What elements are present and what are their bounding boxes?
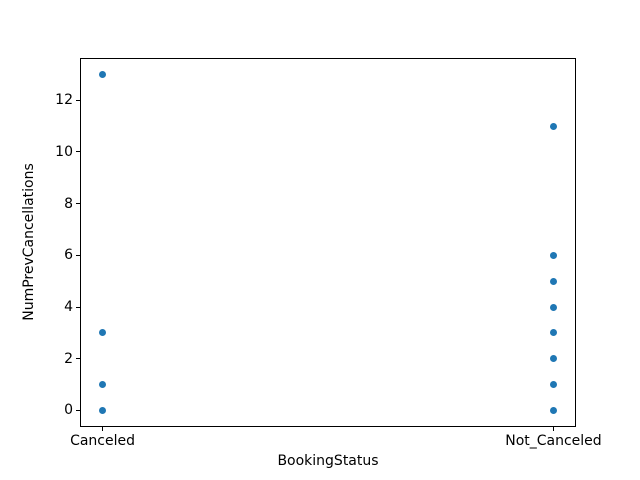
plot-area [80, 57, 576, 428]
y-tick-mark [76, 409, 80, 411]
x-tick-mark [102, 427, 104, 432]
y-tick-label: 8 [64, 195, 73, 212]
data-point [549, 251, 557, 259]
y-tick-mark [76, 358, 80, 360]
x-tick-label: Not_Canceled [505, 433, 602, 450]
y-tick-label: 12 [55, 92, 73, 109]
y-tick-mark [76, 306, 80, 308]
x-tick-label: Canceled [70, 433, 135, 450]
data-point [549, 406, 557, 414]
data-point [549, 277, 557, 285]
y-tick-label: 10 [55, 143, 73, 160]
y-tick-label: 4 [64, 299, 73, 315]
y-tick-mark [76, 99, 80, 101]
x-tick-mark [552, 427, 554, 432]
y-axis-label: NumPrevCancellations [21, 163, 37, 321]
data-point [549, 381, 557, 389]
data-point [99, 406, 107, 414]
y-tick-label: 2 [64, 350, 73, 367]
y-tick-mark [76, 254, 80, 256]
y-tick-mark [76, 203, 80, 205]
data-point [99, 329, 107, 337]
data-point [549, 355, 557, 363]
y-tick-mark [76, 151, 80, 153]
y-tick-label: 0 [64, 402, 73, 419]
data-point [99, 381, 107, 389]
x-axis-label: BookingStatus [277, 453, 379, 469]
data-point [99, 70, 107, 78]
data-point [549, 122, 557, 130]
data-point [549, 303, 557, 311]
y-tick-label: 6 [64, 247, 73, 264]
data-point [549, 329, 557, 337]
